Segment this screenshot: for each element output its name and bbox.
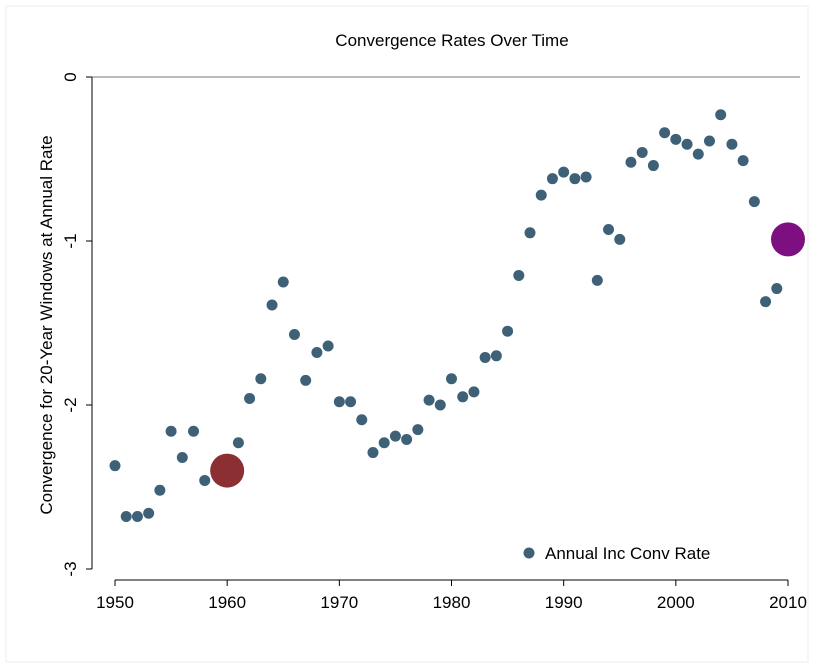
legend-label: Annual Inc Conv Rate	[545, 544, 710, 563]
point	[558, 166, 570, 178]
point	[446, 373, 457, 385]
point	[647, 160, 659, 172]
x-tick-label: 1980	[433, 593, 471, 612]
point	[524, 227, 536, 239]
point	[176, 451, 188, 463]
y-tick-label: -2	[61, 397, 80, 412]
point	[546, 173, 558, 185]
point	[288, 328, 300, 340]
x-tick-label: 1960	[208, 593, 246, 612]
y-tick-label: -3	[61, 561, 80, 576]
point	[659, 127, 671, 139]
point	[468, 386, 480, 398]
point	[389, 430, 401, 442]
point	[580, 171, 592, 183]
frame	[5, 5, 809, 663]
point	[255, 373, 267, 385]
point	[322, 340, 334, 352]
point	[266, 299, 278, 311]
y-tick-label: -1	[61, 233, 80, 248]
x-tick-label: 1990	[545, 593, 583, 612]
point	[625, 156, 637, 168]
point	[591, 274, 603, 286]
point	[199, 474, 211, 486]
point	[378, 437, 390, 449]
point	[502, 325, 514, 337]
x-tick-label: 1970	[320, 593, 358, 612]
point	[569, 173, 581, 185]
point	[120, 511, 132, 523]
point	[535, 189, 547, 201]
point	[636, 146, 648, 158]
point	[670, 133, 682, 145]
x-tick-label: 2010	[769, 593, 807, 612]
y-axis-label: Convergence for 20-Year Windows at Annua…	[37, 135, 56, 514]
point	[703, 135, 715, 147]
point	[244, 392, 256, 404]
point	[131, 511, 143, 523]
point	[737, 155, 749, 167]
point	[367, 447, 379, 459]
point	[143, 507, 155, 519]
point	[401, 433, 413, 445]
point	[748, 196, 760, 208]
point	[726, 138, 738, 150]
point	[333, 396, 345, 408]
point	[692, 148, 704, 160]
x-tick-label: 1950	[96, 593, 134, 612]
point	[154, 484, 166, 496]
point	[681, 138, 693, 150]
point	[513, 269, 525, 281]
point	[715, 109, 727, 121]
point	[165, 425, 177, 437]
point	[434, 399, 446, 411]
highlight-point	[771, 222, 805, 257]
highlight-point	[210, 453, 245, 488]
point	[277, 276, 289, 288]
point	[345, 396, 357, 408]
point	[457, 391, 469, 403]
point	[479, 351, 491, 363]
point	[603, 224, 615, 236]
legend-marker	[523, 547, 535, 559]
point	[760, 296, 772, 308]
point	[109, 460, 121, 472]
x-tick-label: 2000	[657, 593, 695, 612]
point	[412, 424, 424, 436]
point	[300, 374, 312, 386]
point	[423, 394, 435, 406]
point	[614, 233, 626, 245]
point	[490, 350, 502, 362]
point	[356, 414, 368, 426]
point	[232, 437, 244, 449]
point	[188, 425, 200, 437]
chart-title: Convergence Rates Over Time	[335, 31, 568, 50]
point	[311, 347, 323, 359]
y-tick-label: 0	[61, 72, 80, 81]
point	[771, 283, 783, 295]
